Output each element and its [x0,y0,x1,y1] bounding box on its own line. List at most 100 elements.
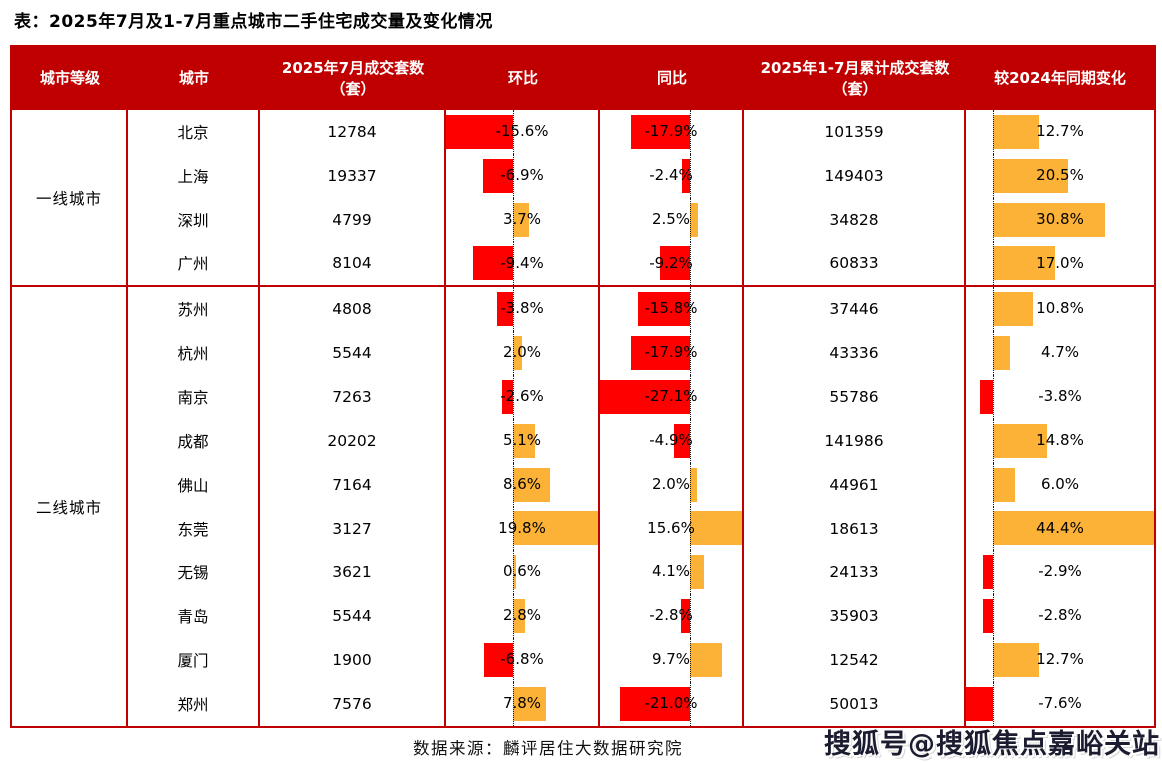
vs2024-bar-cell: 6.0% [966,462,1154,507]
zero-baseline [512,594,514,639]
vs2024-bar-cell: 44.4% [966,506,1154,551]
zero-baseline [993,594,995,639]
header-mom-change: 环比 [507,69,538,88]
mom-value: 19.8% [498,518,546,537]
vs2024-bar-cell: 4.7% [966,331,1154,376]
jul-count-cell: 3621 [260,550,446,595]
city-cell: 厦门 [128,638,260,682]
table-body: 一线城市 北京 12784 -15.6% -17.9% 101359 12.7%… [12,110,1154,726]
zero-baseline [690,462,692,507]
cum-count-cell: 24133 [744,550,966,595]
jul-count-cell: 20202 [260,418,446,463]
zero-baseline [993,418,995,463]
mom-value: 8.6% [502,474,542,493]
yoy-value: -21.0% [644,693,698,712]
mom-value: 2.8% [502,606,542,625]
yoy-bar-cell: -2.8% [600,594,744,639]
vs2024-value: -3.8% [1038,387,1082,406]
vs2024-value: 12.7% [1036,122,1084,140]
zero-baseline [690,287,692,332]
vs2024-value: -2.9% [1038,562,1082,581]
yoy-bar-cell: 2.0% [600,462,744,507]
yoy-bar-cell: -17.9% [600,110,744,154]
table-row: 广州 8104 -9.4% -9.2% 60833 17.0% [128,241,1154,286]
vs2024-bar [993,423,1047,458]
city-cell: 郑州 [128,681,260,726]
zero-baseline [512,287,514,332]
city-cell: 北京 [128,110,260,154]
zero-baseline [512,462,514,507]
table-row: 东莞 3127 19.8% 15.6% 18613 44.4% [128,506,1154,551]
zero-baseline [690,418,692,463]
jul-count-cell: 5544 [260,594,446,639]
yoy-bar-cell: 2.5% [600,197,744,242]
vs2024-value: 10.8% [1036,299,1084,318]
mom-bar [512,336,522,371]
jul-count-cell: 5544 [260,331,446,376]
mom-bar [512,686,547,721]
mom-bar [512,599,525,634]
yoy-bar-cell: -2.4% [600,153,744,198]
zero-baseline [512,110,514,154]
zero-baseline [512,375,514,419]
jul-count-cell: 1900 [260,638,446,682]
zero-baseline [993,681,995,726]
jul-count-cell: 19337 [260,153,446,198]
mom-value: -6.9% [500,165,544,184]
city-cell: 佛山 [128,462,260,507]
yoy-bar [690,555,704,590]
data-table: 城市等级 城市 2025年7月成交套数（套） 环比 同比 2025年1-7月累计… [10,45,1156,728]
city-cell: 成都 [128,418,260,463]
yoy-bar-cell: 4.1% [600,550,744,595]
zero-baseline [993,462,995,507]
cum-count-cell: 37446 [744,287,966,332]
mom-bar-cell: 7.8% [446,681,600,726]
table-header-row: 城市等级 城市 2025年7月成交套数（套） 环比 同比 2025年1-7月累计… [12,47,1154,110]
city-cell: 东莞 [128,506,260,551]
cum-count-cell: 141986 [744,418,966,463]
city-cell: 苏州 [128,287,260,332]
yoy-value: -9.2% [649,253,693,272]
mom-bar-cell: 3.7% [446,197,600,242]
vs2024-value: -7.6% [1038,693,1082,712]
table-title: 表：2025年7月及1-7月重点城市二手住宅成交量及变化情况 [14,12,493,32]
vs2024-bar-cell: 20.5% [966,153,1154,198]
yoy-bar [682,158,691,193]
vs2024-bar [993,114,1040,149]
vs2024-bar-cell: 17.0% [966,241,1154,286]
vs2024-value: 12.7% [1036,650,1084,669]
zero-baseline [993,287,995,332]
mom-bar-cell: 5.1% [446,418,600,463]
tier-label: 二线城市 [12,287,128,726]
mom-bar-cell: -15.6% [446,110,600,154]
header-city: 城市 [178,69,209,88]
mom-value: -15.6% [495,122,549,140]
mom-bar [483,158,513,193]
yoy-bar [680,599,691,634]
cum-count-cell: 18613 [744,506,966,551]
mom-value: 2.0% [502,343,542,362]
zero-baseline [993,197,995,242]
vs2024-value: 30.8% [1036,209,1084,228]
zero-baseline [512,197,514,242]
mom-bar-cell: 2.8% [446,594,600,639]
tier-group: 二线城市 苏州 4808 -3.8% -15.8% 37446 10.8% 杭州… [12,285,1154,726]
vs2024-bar [993,511,1154,546]
mom-bar [501,379,513,414]
vs2024-bar-cell: -7.6% [966,681,1154,726]
zero-baseline [993,550,995,595]
jul-count-cell: 4799 [260,197,446,242]
yoy-bar [620,686,691,721]
jul-count-cell: 7263 [260,375,446,419]
zero-baseline [993,375,995,419]
mom-bar [496,292,513,327]
mom-bar [512,555,516,590]
mom-bar-cell: -3.8% [446,287,600,332]
tier-label: 一线城市 [12,110,128,286]
mom-value: 3.7% [502,209,542,228]
zero-baseline [690,681,692,726]
vs2024-bar [983,599,994,634]
vs2024-bar [982,555,994,590]
yoy-bar-cell: -4.9% [600,418,744,463]
mom-bar [512,467,550,502]
